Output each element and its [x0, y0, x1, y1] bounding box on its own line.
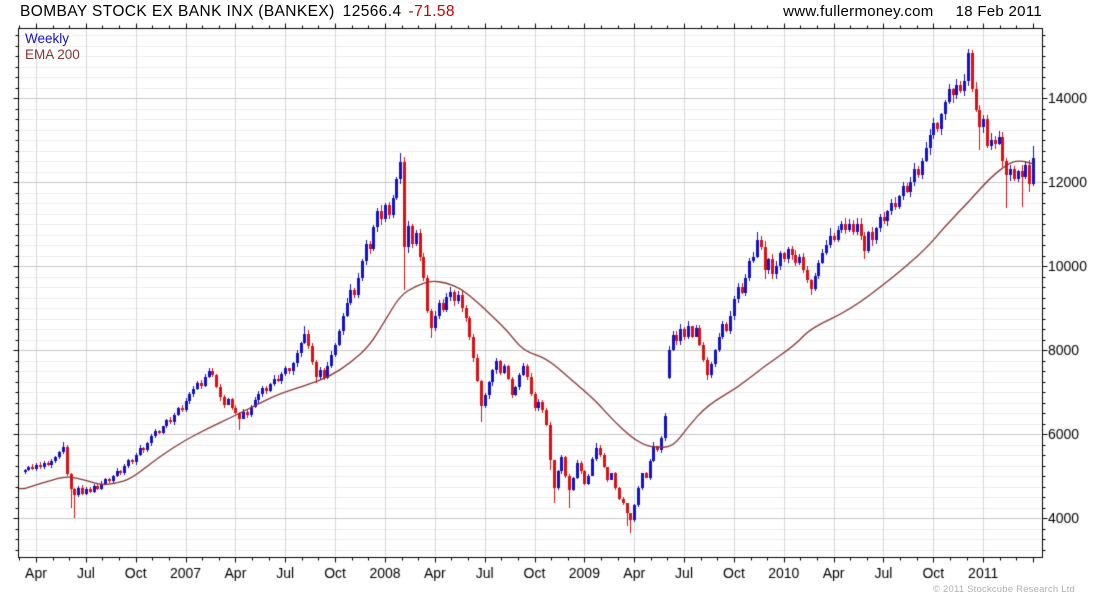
page-title: BOMBAY STOCK EX BANK INX (BANKEX) [20, 3, 335, 20]
site-label: www.fullermoney.com [783, 3, 934, 20]
legend-ema-label: EMA 200 [25, 47, 80, 62]
price-change: -71.58 [408, 3, 455, 20]
last-price: 12566.4 [342, 3, 402, 20]
chart-header: BOMBAY STOCK EX BANK INX (BANKEX) 12566.4… [20, 3, 455, 21]
date-label: 18 Feb 2011 [955, 3, 1042, 20]
chart-legend: Weekly EMA 200 [25, 31, 80, 63]
header-right: www.fullermoney.com 18 Feb 2011 [783, 3, 1042, 20]
copyright-notice: © 2011 Stockcube Research Ltd [932, 584, 1075, 595]
legend-weekly-label: Weekly [25, 31, 70, 46]
